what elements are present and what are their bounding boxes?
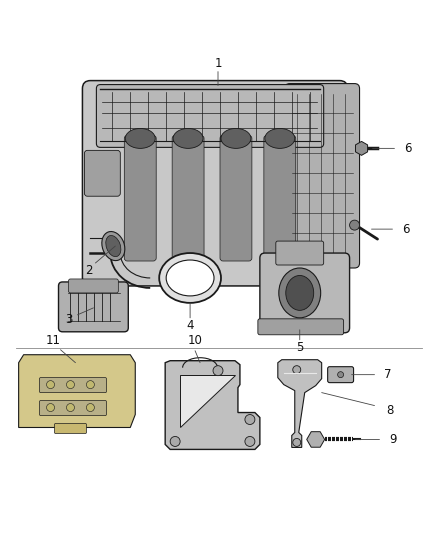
Text: 6: 6 — [404, 142, 411, 155]
FancyBboxPatch shape — [82, 80, 348, 286]
FancyBboxPatch shape — [54, 424, 86, 433]
FancyBboxPatch shape — [328, 367, 353, 383]
Ellipse shape — [125, 128, 155, 148]
Text: 11: 11 — [46, 334, 61, 348]
Text: 7: 7 — [384, 368, 391, 381]
FancyBboxPatch shape — [39, 378, 106, 393]
FancyBboxPatch shape — [260, 253, 350, 333]
Ellipse shape — [102, 231, 125, 261]
FancyBboxPatch shape — [68, 279, 118, 293]
Circle shape — [67, 381, 74, 389]
Ellipse shape — [106, 236, 121, 257]
Text: 5: 5 — [296, 341, 304, 354]
FancyBboxPatch shape — [124, 135, 156, 261]
FancyBboxPatch shape — [220, 135, 252, 261]
FancyBboxPatch shape — [258, 319, 343, 335]
Ellipse shape — [159, 253, 221, 303]
Circle shape — [350, 220, 360, 230]
Text: 10: 10 — [187, 334, 202, 348]
Circle shape — [338, 372, 343, 378]
FancyBboxPatch shape — [264, 135, 296, 261]
Circle shape — [86, 381, 95, 389]
FancyBboxPatch shape — [96, 85, 324, 148]
Circle shape — [86, 403, 95, 411]
Polygon shape — [180, 375, 235, 427]
Circle shape — [293, 366, 301, 374]
Text: 1: 1 — [214, 57, 222, 70]
Ellipse shape — [265, 128, 295, 148]
Ellipse shape — [173, 128, 203, 148]
Text: 6: 6 — [402, 223, 409, 236]
Polygon shape — [19, 355, 135, 427]
Ellipse shape — [166, 260, 214, 296]
Ellipse shape — [221, 128, 251, 148]
Circle shape — [293, 439, 301, 447]
FancyBboxPatch shape — [276, 241, 324, 265]
Circle shape — [213, 366, 223, 376]
Circle shape — [67, 403, 74, 411]
Text: 3: 3 — [65, 313, 72, 326]
Text: 9: 9 — [390, 433, 397, 446]
Polygon shape — [165, 361, 260, 449]
Text: 8: 8 — [386, 404, 393, 417]
Circle shape — [245, 437, 255, 447]
FancyBboxPatch shape — [85, 150, 120, 196]
FancyBboxPatch shape — [59, 282, 128, 332]
FancyBboxPatch shape — [172, 135, 204, 261]
FancyBboxPatch shape — [285, 84, 360, 268]
Polygon shape — [278, 360, 321, 447]
Circle shape — [170, 437, 180, 447]
Circle shape — [46, 381, 54, 389]
Circle shape — [46, 403, 54, 411]
FancyBboxPatch shape — [39, 401, 106, 416]
Ellipse shape — [286, 276, 314, 310]
Text: 2: 2 — [85, 264, 92, 278]
Ellipse shape — [279, 268, 321, 318]
Text: 4: 4 — [186, 319, 194, 332]
Circle shape — [245, 415, 255, 424]
